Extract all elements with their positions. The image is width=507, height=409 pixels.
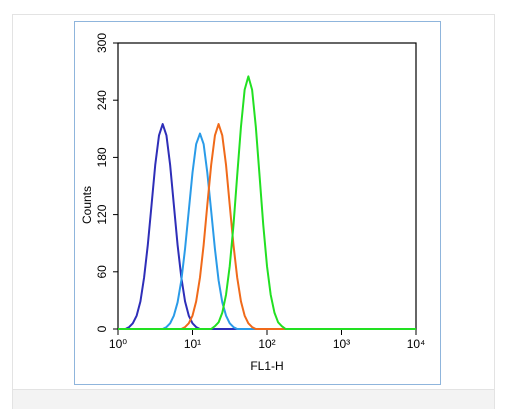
y-tick-label: 240 (95, 90, 109, 110)
histogram-line (118, 123, 416, 330)
x-axis-label: FL1-H (250, 359, 283, 373)
y-tick-label: 120 (95, 204, 109, 224)
y-tick-label: 180 (95, 147, 109, 167)
y-tick-label: 60 (95, 265, 109, 279)
histogram-line (118, 123, 416, 330)
image-frame (74, 21, 441, 385)
y-tick-label: 0 (95, 325, 109, 332)
histogram-line (118, 75, 416, 330)
plot-frame (117, 42, 417, 330)
histogram-line (118, 132, 416, 330)
y-tick-label: 300 (95, 33, 109, 53)
x-tick-label: 10³ (333, 337, 350, 351)
x-tick-label: 10² (258, 337, 275, 351)
footer-band (12, 390, 495, 409)
x-tick-label: 10⁴ (407, 337, 426, 351)
y-axis-label: Counts (80, 186, 94, 224)
x-tick-label: 10¹ (184, 337, 201, 351)
x-tick-label: 10⁰ (109, 337, 127, 351)
